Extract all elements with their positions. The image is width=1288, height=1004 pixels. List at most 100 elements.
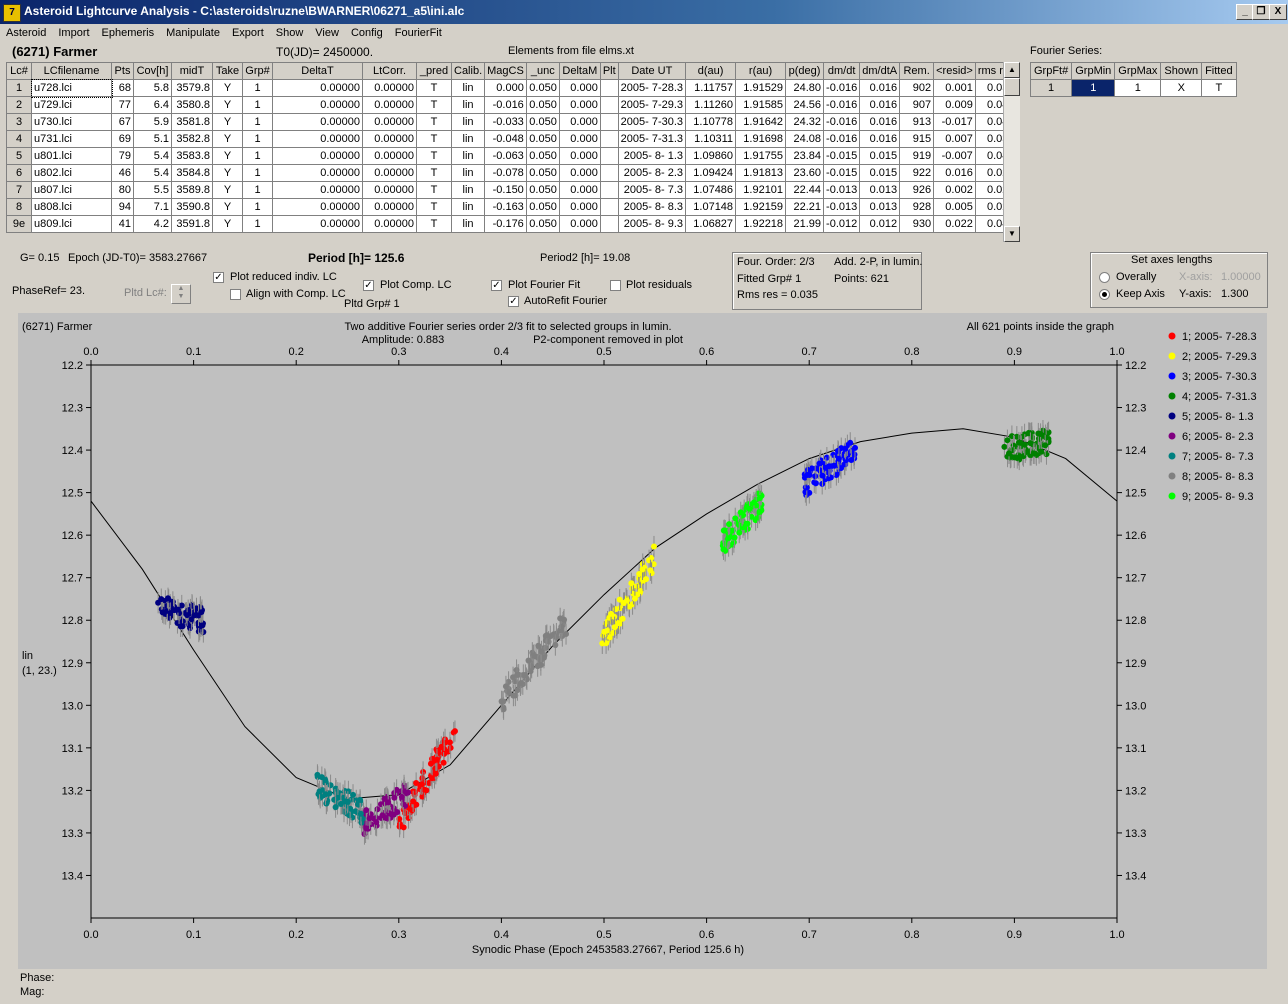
table-cell[interactable]: 0.00000: [362, 130, 417, 148]
table-cell[interactable]: 0.016: [859, 113, 901, 131]
table-cell[interactable]: 1: [242, 181, 273, 199]
table-cell[interactable]: 919: [899, 147, 935, 165]
column-header[interactable]: Lc#: [6, 62, 32, 80]
table-cell[interactable]: T: [416, 130, 452, 148]
table-cell[interactable]: -0.016: [484, 96, 527, 114]
table-cell[interactable]: 46: [111, 164, 134, 182]
table-cell[interactable]: 913: [899, 113, 935, 131]
table-cell[interactable]: 0.001: [933, 79, 976, 97]
table-cell[interactable]: 0.000: [558, 181, 601, 199]
table-cell[interactable]: -0.048: [484, 130, 527, 148]
table-cell[interactable]: Y: [212, 147, 243, 165]
table-cell[interactable]: 68: [111, 79, 134, 97]
table-cell[interactable]: 0.050: [525, 79, 560, 97]
table-cell[interactable]: 1.91642: [735, 113, 787, 131]
table-cell[interactable]: 1.06827: [685, 215, 737, 233]
table-cell[interactable]: 902: [899, 79, 935, 97]
table-cell[interactable]: u801.lci: [31, 147, 112, 165]
table-cell[interactable]: 1.91529: [735, 79, 787, 97]
column-header[interactable]: Calib.: [450, 62, 486, 80]
table-cell[interactable]: 24.32: [785, 113, 825, 131]
table-cell[interactable]: 0.000: [558, 113, 601, 131]
table-cell[interactable]: 0.002: [933, 181, 976, 199]
table-cell[interactable]: 3583.8: [171, 147, 213, 165]
table-cell[interactable]: 0.00000: [362, 96, 417, 114]
menu-view[interactable]: View: [315, 27, 339, 39]
menu-fourierfit[interactable]: FourierFit: [394, 27, 442, 39]
table-cell[interactable]: 5.4: [133, 147, 172, 165]
table-cell[interactable]: 0.050: [525, 215, 560, 233]
column-header[interactable]: d(au): [685, 62, 737, 80]
table-cell[interactable]: 2: [6, 96, 32, 114]
table-cell[interactable]: 2005- 8- 1.3: [617, 147, 687, 165]
table-cell[interactable]: 1.91755: [735, 147, 787, 165]
table-cell[interactable]: 0.000: [558, 96, 601, 114]
table-cell[interactable]: 1: [242, 215, 273, 233]
table-cell[interactable]: 41: [111, 215, 134, 233]
table-cell[interactable]: 915: [899, 130, 935, 148]
keep-axis-radio[interactable]: [1099, 289, 1110, 300]
table-cell[interactable]: 1: [242, 130, 273, 148]
table-cell[interactable]: T: [416, 113, 452, 131]
menu-manipulate[interactable]: Manipulate: [166, 27, 220, 39]
table-cell[interactable]: T: [416, 198, 452, 216]
table-cell[interactable]: lin: [450, 181, 486, 199]
table-cell[interactable]: [599, 79, 619, 97]
table-cell[interactable]: 1: [242, 79, 273, 97]
table-cell[interactable]: -0.013: [823, 198, 861, 216]
table-cell[interactable]: -0.033: [484, 113, 527, 131]
table-cell[interactable]: 4: [6, 130, 32, 148]
table-cell[interactable]: 1.92218: [735, 215, 787, 233]
column-header[interactable]: <resid>: [933, 62, 976, 80]
table-cell[interactable]: T: [416, 164, 452, 182]
table-cell[interactable]: 2005- 8- 2.3: [617, 164, 687, 182]
table-cell[interactable]: lin: [450, 113, 486, 131]
table-cell[interactable]: 22.21: [785, 198, 825, 216]
table-cell[interactable]: 0.00000: [362, 181, 417, 199]
close-button[interactable]: X: [1269, 4, 1287, 20]
table-cell[interactable]: 0.000: [558, 198, 601, 216]
menu-export[interactable]: Export: [231, 27, 264, 39]
table-cell[interactable]: 2005- 7-30.3: [617, 113, 687, 131]
table-cell[interactable]: 3591.8: [171, 215, 213, 233]
table-cell[interactable]: 0.00000: [272, 113, 363, 131]
table-cell[interactable]: 2005- 8- 9.3: [617, 215, 687, 233]
table-cell[interactable]: u808.lci: [31, 198, 112, 216]
table-cell[interactable]: Y: [212, 215, 243, 233]
table-cell[interactable]: 0.016: [859, 130, 901, 148]
overally-radio[interactable]: [1099, 272, 1110, 283]
fourier-cell[interactable]: X: [1160, 79, 1203, 97]
table-cell[interactable]: 1.11757: [685, 79, 737, 97]
table-cell[interactable]: -0.063: [484, 147, 527, 165]
x-axis-value[interactable]: 1.00000: [1221, 271, 1261, 283]
lightcurve-plot[interactable]: (6271) Farmer Two additive Fourier series…: [18, 313, 1267, 969]
table-cell[interactable]: 0.050: [525, 181, 560, 199]
table-cell[interactable]: 1: [242, 113, 273, 131]
table-cell[interactable]: 1.91585: [735, 96, 787, 114]
fourier-cell[interactable]: 1: [1071, 79, 1116, 97]
table-cell[interactable]: 3589.8: [171, 181, 213, 199]
menu-asteroid[interactable]: Asteroid: [6, 27, 47, 39]
period-value[interactable]: Period [h]= 125.6: [308, 251, 405, 265]
table-cell[interactable]: 3: [6, 113, 32, 131]
table-cell[interactable]: -0.163: [484, 198, 527, 216]
table-cell[interactable]: 0.013: [859, 198, 901, 216]
table-cell[interactable]: 0.00000: [272, 215, 363, 233]
menu-config[interactable]: Config: [350, 27, 383, 39]
table-cell[interactable]: 3580.8: [171, 96, 213, 114]
table-cell[interactable]: -0.176: [484, 215, 527, 233]
column-header[interactable]: midT: [171, 62, 213, 80]
column-header[interactable]: LtCorr.: [362, 62, 417, 80]
fourier-cell[interactable]: T: [1201, 79, 1237, 97]
table-cell[interactable]: 0.000: [558, 164, 601, 182]
table-cell[interactable]: [599, 181, 619, 199]
table-cell[interactable]: 0.00000: [272, 130, 363, 148]
title-bar[interactable]: 7 Asteroid Lightcurve Analysis - C:\aste…: [0, 0, 1288, 24]
table-cell[interactable]: 23.84: [785, 147, 825, 165]
table-cell[interactable]: 1.07486: [685, 181, 737, 199]
column-header[interactable]: r(au): [735, 62, 787, 80]
table-cell[interactable]: u809.lci: [31, 215, 112, 233]
